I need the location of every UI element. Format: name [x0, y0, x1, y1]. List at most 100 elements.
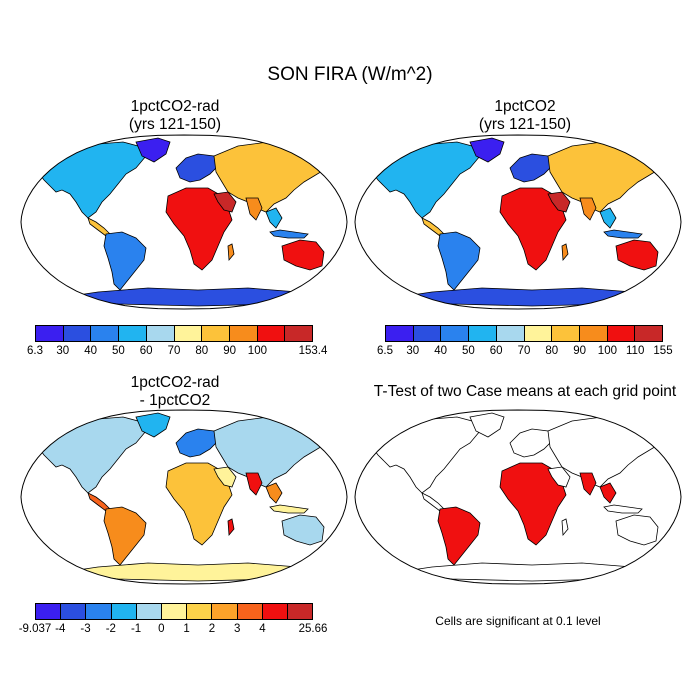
- colorbar-swatch: [136, 604, 162, 619]
- colorbar-swatch: [229, 326, 258, 341]
- landmass-indonesia: [603, 504, 643, 514]
- landmass-australia: [281, 514, 325, 546]
- landmass-africa: [499, 187, 567, 271]
- colorbar-tick-label: 80: [545, 345, 559, 357]
- colorbar-tick-label: 70: [167, 345, 181, 357]
- colorbar-tick-label: -9.037: [18, 623, 52, 635]
- colorbar-swatch: [524, 326, 553, 341]
- colorbar-tick-label: 40: [434, 345, 447, 357]
- landmass-south-america: [437, 506, 481, 566]
- panel-title-line2: (yrs 121-150): [478, 116, 572, 133]
- landmass-se-asia: [265, 482, 283, 504]
- landmass-greenland: [135, 137, 171, 163]
- colorbar-tick-label: 60: [139, 345, 153, 357]
- landmass-australia: [281, 239, 325, 271]
- colorbar-tick-label: 25.66: [298, 623, 328, 635]
- colorbar-1pctco2-rad: [35, 325, 313, 342]
- landmass-arabia: [547, 191, 571, 213]
- colorbar-tick-label: 100: [597, 345, 617, 357]
- colorbar-tick-label: 2: [208, 623, 216, 635]
- colorbar-tick-label: 4: [259, 623, 266, 635]
- landmass-south-america: [103, 231, 147, 291]
- colorbar-tick-label: -3: [80, 623, 91, 635]
- landmass-madagascar: [227, 518, 235, 537]
- landmass-india: [245, 197, 263, 221]
- colorbar-swatch: [36, 326, 64, 341]
- colorbar-tick-label: 6.3: [27, 345, 43, 357]
- panel-title-ttest: T-Test of two Case means at each grid po…: [345, 383, 700, 401]
- colorbar-tick-label: 155: [653, 345, 673, 357]
- colorbar-swatch: [187, 604, 213, 619]
- colorbar-tick-label: 90: [223, 345, 236, 357]
- colorbar-swatch: [212, 604, 238, 619]
- colorbar-tick-label: -4: [55, 623, 66, 635]
- colorbar-swatch: [91, 326, 120, 341]
- colorbar-swatch: [441, 326, 470, 341]
- panel-title-line1: 1pctCO2: [494, 98, 556, 115]
- colorbar-tick-label: 100: [247, 345, 267, 357]
- colorbar-tick-label: 3: [233, 623, 241, 635]
- colorbar-swatch: [552, 326, 580, 341]
- landmass-australia: [615, 514, 659, 546]
- landmass-nz: [331, 263, 339, 277]
- landmass-africa: [499, 462, 567, 546]
- landmass-north-america: [37, 141, 147, 219]
- colorbar-swatch: [63, 326, 92, 341]
- colorbar-swatch: [174, 326, 203, 341]
- landmass-europe: [175, 153, 219, 183]
- map-ttest-significance: [354, 409, 682, 585]
- colorbar-tick-label: 0: [158, 623, 165, 635]
- colorbar-tick-label: 110: [626, 345, 645, 357]
- panel-title-difference: 1pctCO2-rad - 1pctCO2: [15, 374, 335, 410]
- colorbar-swatch: [496, 326, 525, 341]
- significance-note: Cells are significant at 0.1 level: [435, 614, 601, 628]
- landmass-se-asia: [599, 482, 617, 504]
- colorbar-swatch: [257, 326, 286, 341]
- landmass-arabia: [213, 191, 237, 213]
- colorbar-tick-label: 90: [573, 345, 586, 357]
- colorbar-tick-label: -2: [105, 623, 116, 635]
- colorbar-tick-label: 30: [406, 345, 420, 357]
- landmass-madagascar: [561, 243, 569, 262]
- landmass-europe: [509, 428, 553, 458]
- colorbar-tick-label: 40: [84, 345, 97, 357]
- landmass-indonesia: [269, 504, 309, 514]
- map-difference: [20, 409, 348, 585]
- colorbar-swatch: [61, 604, 87, 619]
- landmass-south-america: [103, 506, 147, 566]
- panel-title-line1: 1pctCO2-rad: [130, 374, 220, 391]
- landmass-greenland: [469, 412, 505, 438]
- colorbar-swatch: [36, 604, 62, 619]
- landmass-se-asia: [265, 207, 283, 229]
- landmass-europe: [509, 153, 553, 183]
- colorbar-swatch: [635, 326, 663, 341]
- landmass-madagascar: [227, 243, 235, 262]
- colorbar-tick-label: 30: [56, 345, 70, 357]
- landmass-india: [245, 472, 263, 496]
- colorbar-swatch: [607, 326, 636, 341]
- landmass-nz: [665, 538, 673, 552]
- landmass-africa: [165, 462, 233, 546]
- landmass-nz: [331, 538, 339, 552]
- colorbar-1pctco2: [385, 325, 663, 342]
- map-1pctco2-rad: [20, 134, 348, 310]
- colorbar-tick-label: 153.4: [298, 345, 328, 357]
- colorbar-tick-label: 70: [517, 345, 531, 357]
- landmass-north-america: [37, 416, 147, 494]
- panel-title-line2: - 1pctCO2: [139, 392, 211, 409]
- colorbar-swatch: [413, 326, 442, 341]
- landmass-north-america: [371, 141, 481, 219]
- colorbar-swatch: [86, 604, 112, 619]
- panel-title-1pctco2-rad: 1pctCO2-rad (yrs 121-150): [15, 98, 335, 134]
- landmass-north-america: [371, 416, 481, 494]
- landmass-india: [579, 197, 597, 221]
- colorbar-swatch: [579, 326, 608, 341]
- colorbar-swatch: [386, 326, 414, 341]
- landmass-australia: [615, 239, 659, 271]
- panel-title-line1: T-Test of two Case means at each grid po…: [373, 383, 677, 400]
- landmass-india: [579, 472, 597, 496]
- landmass-arabia: [547, 466, 571, 488]
- colorbar-swatch: [469, 326, 497, 341]
- colorbar-swatch: [237, 604, 263, 619]
- landmass-nz: [665, 263, 673, 277]
